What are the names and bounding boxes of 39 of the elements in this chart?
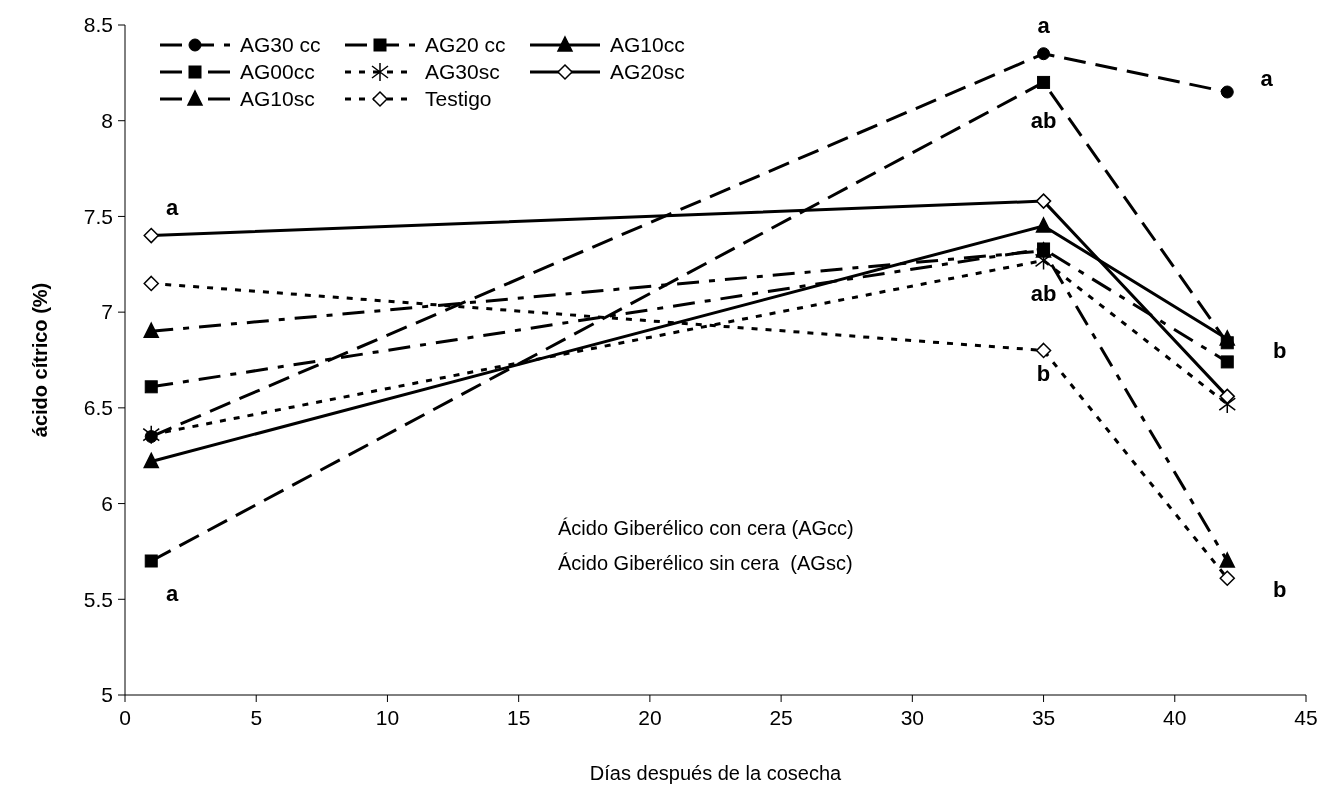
x-tick-label: 0 — [119, 706, 131, 729]
annotation: Ácido Giberélico con cera (AGcc) — [558, 517, 854, 540]
y-tick-label: 5.5 — [83, 587, 113, 611]
legend-label: AG10cc — [610, 33, 685, 57]
x-tick-label: 20 — [638, 706, 662, 729]
y-tick-label: 8 — [101, 109, 113, 133]
y-tick-label: 5 — [101, 683, 113, 707]
x-tick-label: 40 — [1163, 706, 1187, 729]
y-tick-label: 7.5 — [83, 204, 113, 228]
annotation: ab — [1030, 108, 1057, 134]
annotation: a — [166, 581, 180, 607]
annotation: b — [1273, 338, 1287, 364]
x-tick-label: 15 — [506, 706, 531, 729]
annotation: a — [1260, 66, 1274, 92]
x-axis-title: Días después de la cosecha — [589, 762, 843, 784]
x-tick-label: 10 — [375, 706, 400, 729]
y-tick-label: 6.5 — [83, 396, 113, 420]
y-tick-label: 6 — [101, 491, 113, 515]
y-tick-label: 8.5 — [83, 13, 113, 37]
x-tick-label: 5 — [250, 706, 263, 729]
annotation: Ácido Giberélico sin cera (AGsc) — [558, 551, 853, 574]
y-axis-title: ácido cítrico (%) — [29, 282, 51, 438]
legend-label: Testigo — [425, 87, 492, 111]
x-tick-label: 25 — [769, 706, 793, 729]
annotation: a — [1037, 12, 1051, 38]
x-tick-label: 30 — [900, 706, 925, 729]
legend-label: AG10sc — [240, 87, 315, 111]
annotation: b — [1036, 361, 1051, 387]
annotation: b — [1273, 577, 1287, 603]
legend-label: AG20sc — [610, 60, 685, 84]
annotation: ab — [1030, 280, 1057, 306]
y-tick-label: 7 — [101, 300, 113, 324]
legend-label: AG00cc — [240, 60, 315, 84]
x-tick-label: 35 — [1031, 706, 1056, 729]
annotation: a — [166, 194, 180, 220]
legend-label: AG30 cc — [240, 33, 321, 57]
legend-label: AG20 cc — [425, 33, 506, 57]
x-tick-label: 45 — [1294, 706, 1318, 729]
legend-label: AG30sc — [425, 60, 500, 84]
